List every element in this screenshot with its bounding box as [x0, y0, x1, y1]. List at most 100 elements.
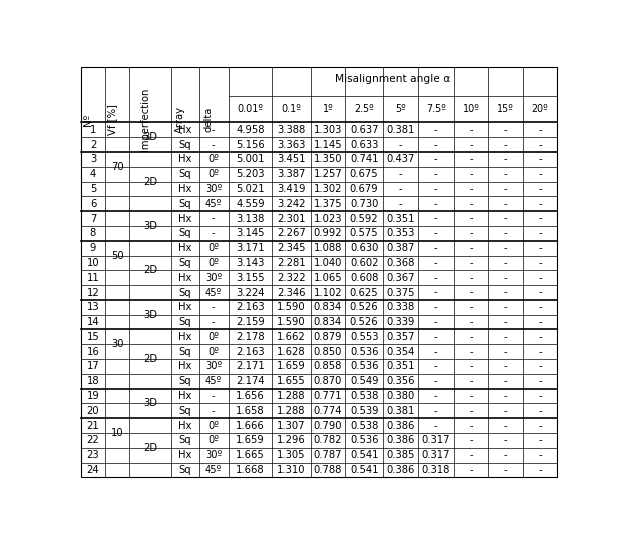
- Text: 45º: 45º: [205, 199, 222, 209]
- Text: 0.386: 0.386: [386, 436, 415, 445]
- Text: 4.559: 4.559: [236, 199, 265, 209]
- Text: Hx: Hx: [178, 450, 192, 460]
- Text: -: -: [504, 436, 508, 445]
- Text: Hx: Hx: [178, 125, 192, 135]
- Text: 0.788: 0.788: [313, 465, 342, 475]
- Text: -: -: [469, 184, 473, 194]
- Text: 22: 22: [86, 436, 100, 445]
- Text: 0.380: 0.380: [386, 391, 415, 401]
- Text: -: -: [211, 213, 215, 224]
- Text: -: -: [434, 332, 437, 342]
- Text: -: -: [504, 465, 508, 475]
- Text: 0.858: 0.858: [313, 362, 342, 371]
- Text: -: -: [434, 258, 437, 268]
- Text: -: -: [539, 184, 542, 194]
- Text: 1.666: 1.666: [236, 420, 265, 431]
- Text: 3.138: 3.138: [236, 213, 265, 224]
- Text: -: -: [539, 391, 542, 401]
- Text: -: -: [434, 362, 437, 371]
- Text: 5: 5: [90, 184, 96, 194]
- Text: -: -: [504, 243, 508, 253]
- Text: -: -: [434, 347, 437, 357]
- Text: 3D: 3D: [143, 132, 157, 142]
- Text: -: -: [539, 258, 542, 268]
- Text: -: -: [539, 317, 542, 327]
- Text: 2D: 2D: [143, 354, 157, 364]
- Text: 6: 6: [90, 199, 96, 209]
- Text: Hx: Hx: [178, 302, 192, 312]
- Text: Sq: Sq: [179, 406, 191, 416]
- Text: 0º: 0º: [208, 347, 219, 357]
- Text: 1.296: 1.296: [277, 436, 306, 445]
- Text: Sq: Sq: [179, 465, 191, 475]
- Text: -: -: [504, 420, 508, 431]
- Text: 0.353: 0.353: [386, 229, 415, 238]
- Text: -: -: [434, 406, 437, 416]
- Text: 11: 11: [86, 273, 100, 283]
- Text: 12: 12: [86, 287, 100, 298]
- Text: -: -: [539, 332, 542, 342]
- Text: 1.662: 1.662: [277, 332, 306, 342]
- Text: 0.1º: 0.1º: [282, 104, 302, 114]
- Text: 3.387: 3.387: [277, 169, 305, 179]
- Text: -: -: [434, 154, 437, 164]
- Text: 0.381: 0.381: [386, 125, 415, 135]
- Text: Misalignment angle α: Misalignment angle α: [335, 74, 451, 84]
- Text: 0.879: 0.879: [313, 332, 342, 342]
- Text: Nº: Nº: [83, 114, 93, 126]
- Text: 0.602: 0.602: [350, 258, 378, 268]
- Text: Sq: Sq: [179, 229, 191, 238]
- Text: 1.145: 1.145: [313, 140, 342, 150]
- Text: 0.790: 0.790: [313, 420, 342, 431]
- Text: -: -: [434, 273, 437, 283]
- Text: -: -: [469, 391, 473, 401]
- Text: -: -: [399, 140, 402, 150]
- Text: 2.267: 2.267: [277, 229, 306, 238]
- Text: -: -: [434, 125, 437, 135]
- Text: -: -: [504, 154, 508, 164]
- Text: 9: 9: [90, 243, 96, 253]
- Text: 10: 10: [86, 258, 100, 268]
- Text: Sq: Sq: [179, 199, 191, 209]
- Text: 15º: 15º: [497, 104, 514, 114]
- Text: -: -: [434, 169, 437, 179]
- Text: 0.630: 0.630: [350, 243, 378, 253]
- Text: 16: 16: [86, 347, 100, 357]
- Text: 0.354: 0.354: [386, 347, 415, 357]
- Text: 3.145: 3.145: [236, 229, 265, 238]
- Text: 13: 13: [86, 302, 100, 312]
- Text: -: -: [469, 317, 473, 327]
- Text: 3.419: 3.419: [277, 184, 306, 194]
- Text: 1.102: 1.102: [313, 287, 342, 298]
- Text: -: -: [504, 184, 508, 194]
- Text: -: -: [539, 199, 542, 209]
- Text: 0.357: 0.357: [386, 332, 415, 342]
- Text: 8: 8: [90, 229, 96, 238]
- Text: -: -: [469, 347, 473, 357]
- Text: 0.386: 0.386: [386, 420, 415, 431]
- Text: 0.592: 0.592: [350, 213, 378, 224]
- Text: 4.958: 4.958: [236, 125, 265, 135]
- Text: 3: 3: [90, 154, 96, 164]
- Text: 0.338: 0.338: [386, 302, 415, 312]
- Text: 1.659: 1.659: [277, 362, 306, 371]
- Text: -: -: [504, 376, 508, 386]
- Text: 0.01º: 0.01º: [238, 104, 264, 114]
- Text: 0º: 0º: [208, 154, 219, 164]
- Text: 0.536: 0.536: [350, 347, 378, 357]
- Text: 0.850: 0.850: [313, 347, 342, 357]
- Text: Sq: Sq: [179, 376, 191, 386]
- Text: Sq: Sq: [179, 287, 191, 298]
- Text: 30: 30: [111, 339, 123, 349]
- Text: 0.536: 0.536: [350, 436, 378, 445]
- Text: 5.001: 5.001: [236, 154, 265, 164]
- Text: 0.526: 0.526: [350, 302, 378, 312]
- Text: 0.318: 0.318: [422, 465, 450, 475]
- Text: Hx: Hx: [178, 154, 192, 164]
- Text: -: -: [211, 125, 215, 135]
- Text: -: -: [469, 125, 473, 135]
- Text: 1.375: 1.375: [313, 199, 342, 209]
- Text: Sq: Sq: [179, 317, 191, 327]
- Text: -: -: [539, 302, 542, 312]
- Text: 1: 1: [90, 125, 96, 135]
